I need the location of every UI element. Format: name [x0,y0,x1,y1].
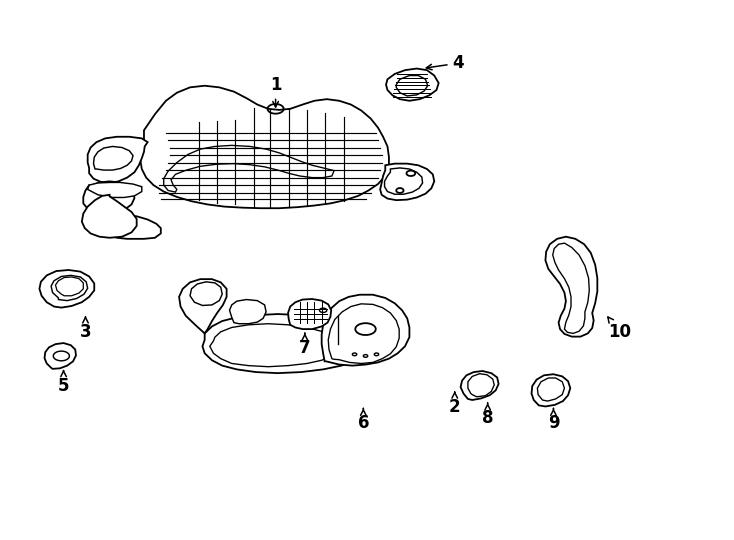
Polygon shape [164,145,334,192]
Polygon shape [230,300,266,323]
Polygon shape [461,371,498,400]
Polygon shape [203,314,371,373]
Polygon shape [321,295,410,366]
Polygon shape [45,343,76,369]
Polygon shape [51,275,87,301]
Polygon shape [553,243,589,333]
Text: 7: 7 [299,333,310,357]
Polygon shape [87,137,148,183]
Polygon shape [83,181,134,214]
Polygon shape [396,76,428,96]
Text: 1: 1 [270,76,281,107]
Text: 5: 5 [58,370,69,395]
Polygon shape [328,304,399,363]
Polygon shape [190,282,222,306]
Text: 3: 3 [80,317,91,341]
Polygon shape [468,374,494,397]
Polygon shape [106,215,161,239]
Polygon shape [288,299,331,329]
Polygon shape [380,164,435,200]
Text: 8: 8 [482,403,493,427]
Text: 10: 10 [608,317,631,341]
Polygon shape [179,279,227,333]
Polygon shape [537,378,564,401]
Polygon shape [545,237,597,336]
Text: 4: 4 [426,54,464,72]
Text: 6: 6 [357,409,369,432]
Polygon shape [93,146,133,170]
Text: 9: 9 [548,409,559,432]
Polygon shape [210,323,339,367]
Polygon shape [385,168,423,194]
Polygon shape [531,374,570,407]
Text: 2: 2 [449,392,460,416]
Polygon shape [40,270,94,308]
Polygon shape [140,86,389,208]
Polygon shape [386,69,439,101]
Polygon shape [56,277,83,296]
Polygon shape [87,183,142,198]
Polygon shape [81,195,137,238]
